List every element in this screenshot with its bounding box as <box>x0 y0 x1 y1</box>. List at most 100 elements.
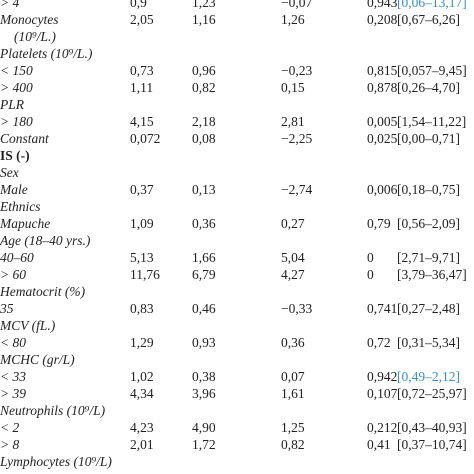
row-label: Hematocrit (%) <box>0 284 86 299</box>
cell-value: −2,74 <box>281 182 313 197</box>
cell-value: 0,72 <box>367 335 391 350</box>
cell-value: 0,025 <box>367 131 398 146</box>
row-label: > 39 <box>0 386 26 401</box>
row-label: Mapuche <box>0 216 51 231</box>
cell-value: 1,09 <box>130 216 154 231</box>
cell-value: 0 <box>367 267 374 282</box>
cell-value: [0,27–2,48] <box>397 301 460 316</box>
cell-value: 0,79 <box>367 216 391 231</box>
cell-value: 0,46 <box>192 301 216 316</box>
cell-value: [0,06–13,17] <box>397 0 467 10</box>
cell-value: 0,37 <box>130 182 154 197</box>
cell-value: 2,01 <box>130 437 154 452</box>
cell-value: [0,00–0,71] <box>397 131 460 146</box>
cell-value: 0,27 <box>281 216 305 231</box>
cell-value: 1,66 <box>192 250 216 265</box>
cell-value: 1,26 <box>281 12 305 27</box>
row-label: < 33 <box>0 369 26 384</box>
row-label: 40–60 <box>0 250 34 265</box>
row-label: Ethnics <box>0 199 41 214</box>
cell-value: 0,96 <box>192 63 216 78</box>
cell-value: [3,79–36,47] <box>397 267 467 282</box>
cell-value: 1,23 <box>192 0 216 10</box>
row-label: PLR <box>0 97 25 112</box>
cell-value: 0,005 <box>367 114 398 129</box>
cell-value: 1,61 <box>281 386 305 401</box>
cell-value: 0,93 <box>192 335 216 350</box>
cell-value: [0,67–6,26] <box>397 12 460 27</box>
cell-value: 0,942 <box>367 369 398 384</box>
cell-value: 1,02 <box>130 369 154 384</box>
cell-value: [0,49–2,12] <box>397 369 460 384</box>
row-label: Male <box>0 182 28 197</box>
row-label: > 400 <box>0 80 33 95</box>
cell-value: 0,15 <box>281 80 305 95</box>
cell-value: [1,54–11,22] <box>397 114 467 129</box>
row-label: Lymphocytes (10⁹/L) <box>0 454 112 469</box>
cell-value: 1,72 <box>192 437 216 452</box>
row-label: Platelets (10⁹/L.) <box>0 46 93 61</box>
row-label: 35 <box>0 301 14 316</box>
cell-value: 6,79 <box>192 267 216 282</box>
cell-value: 0,41 <box>367 437 391 452</box>
cell-value: 5,13 <box>130 250 154 265</box>
cell-value: 1,16 <box>192 12 216 27</box>
cell-value: 4,90 <box>192 420 216 435</box>
cell-value: 4,23 <box>130 420 154 435</box>
cell-value: 0,208 <box>367 12 398 27</box>
cell-value: [0,18–0,75] <box>397 182 460 197</box>
cell-value: 11,76 <box>130 267 160 282</box>
cell-value: 0,815 <box>367 63 398 78</box>
row-label: < 150 <box>0 63 33 78</box>
cell-value: 0,83 <box>130 301 154 316</box>
cell-value: −0,33 <box>281 301 313 316</box>
cell-value: 3,96 <box>192 386 216 401</box>
cell-value: 2,81 <box>281 114 305 129</box>
row-label: MCHC (gr/L) <box>0 352 75 367</box>
cell-value: [0,37–10,74] <box>397 437 467 452</box>
cell-value: 1,29 <box>130 335 154 350</box>
cell-value: 0,36 <box>281 335 305 350</box>
row-label: Constant <box>0 131 49 146</box>
row-label: > 180 <box>0 114 33 129</box>
cell-value: [2,71–9,71] <box>397 250 460 265</box>
cell-value: 0,13 <box>192 182 216 197</box>
cell-value: [0,43–40,93] <box>397 420 467 435</box>
cell-value: 0,107 <box>367 386 398 401</box>
cell-value: 1,11 <box>130 80 154 95</box>
cell-value: 4,27 <box>281 267 305 282</box>
cell-value: [0,72–25,97] <box>397 386 467 401</box>
cell-value: 0,38 <box>192 369 216 384</box>
cell-value: [0,26–4,70] <box>397 80 460 95</box>
cell-value: 4,34 <box>130 386 154 401</box>
row-label: > 8 <box>0 437 20 452</box>
cell-value: 5,04 <box>281 250 305 265</box>
row-label: Neutrophils (10⁹/L) <box>0 403 106 418</box>
row-label: Monocytes <box>0 12 59 27</box>
row-label: IS (-) <box>0 148 30 163</box>
row-label: > 4 <box>0 0 20 10</box>
cell-value: 2,05 <box>130 12 154 27</box>
cell-value: 0,072 <box>130 131 161 146</box>
cell-value: 0,08 <box>192 131 216 146</box>
cell-value: 1,25 <box>281 420 305 435</box>
cell-value: 4,15 <box>130 114 154 129</box>
cell-value: −2,25 <box>281 131 313 146</box>
cell-value: 0,07 <box>281 369 305 384</box>
cell-value: 0 <box>367 250 374 265</box>
row-label: Age (18–40 yrs.) <box>0 233 91 248</box>
cell-value: 0,212 <box>367 420 398 435</box>
cell-value: 0,73 <box>130 63 154 78</box>
row-label: (10⁹/L.) <box>14 29 56 44</box>
cell-value: [0,057–9,45] <box>397 63 467 78</box>
cell-value: 0,943 <box>367 0 398 10</box>
cell-value: −0,07 <box>281 0 313 10</box>
cell-value: 0,006 <box>367 182 398 197</box>
cell-value: [0,56–2,09] <box>397 216 460 231</box>
cell-value: 0,36 <box>192 216 216 231</box>
row-label: Sex <box>0 165 19 180</box>
cell-value: 0,741 <box>367 301 398 316</box>
cell-value: −0,23 <box>281 63 313 78</box>
cell-value: [0,31–5,34] <box>397 335 460 350</box>
